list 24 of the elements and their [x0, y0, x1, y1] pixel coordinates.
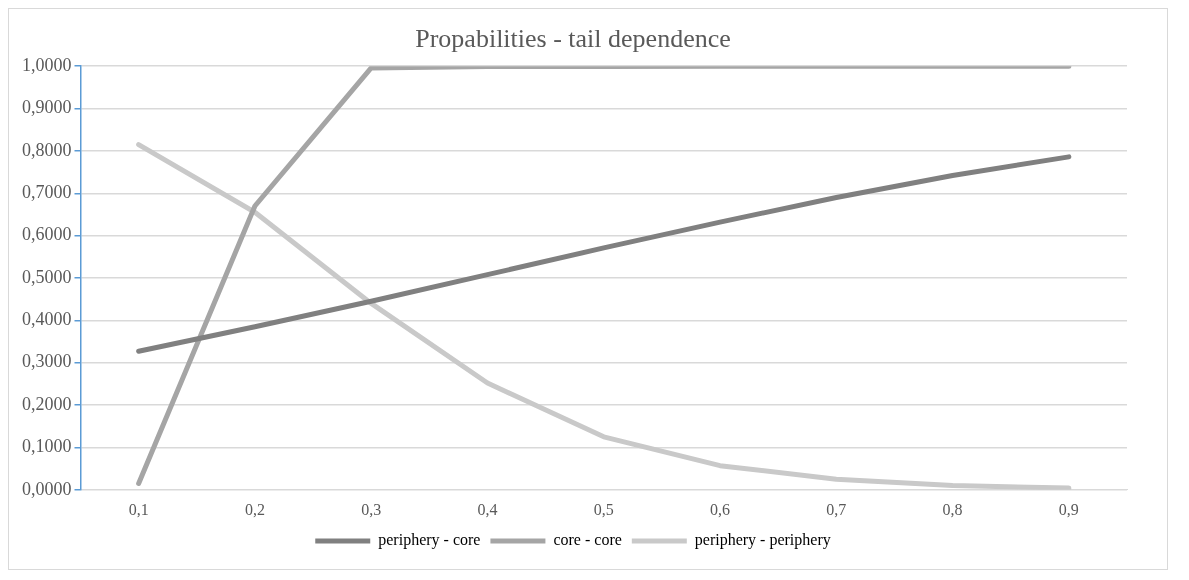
y-tick-label: 0,6000 — [22, 224, 72, 245]
x-tick-label: 0,5 — [593, 500, 614, 518]
y-tick-label: 0,8000 — [22, 139, 72, 160]
legend-label: core - core — [553, 531, 622, 549]
x-tick-label: 0,9 — [1058, 500, 1079, 518]
x-tick-label: 0,1 — [128, 500, 149, 518]
y-tick-label: 0,7000 — [22, 182, 72, 203]
x-tick-label: 0,8 — [942, 500, 963, 518]
y-tick-label: 0,9000 — [22, 97, 72, 118]
y-tick-label: 0,3000 — [22, 351, 72, 372]
y-tick-label: 1,0000 — [22, 54, 72, 75]
y-tick-label: 0,4000 — [22, 309, 72, 330]
x-tick-label: 0,6 — [710, 500, 731, 518]
y-tick-label: 0,1000 — [22, 436, 72, 457]
x-tick-label: 0,3 — [361, 500, 382, 518]
y-tick-label: 0,2000 — [22, 393, 72, 414]
chart-title: Propabilities - tail dependence — [415, 24, 731, 54]
y-tick-label: 0,5000 — [22, 266, 72, 287]
legend-label: periphery - core — [378, 531, 481, 550]
x-tick-label: 0,4 — [477, 500, 498, 518]
y-tick-label: 0,0000 — [22, 478, 72, 499]
legend-label: periphery - periphery — [694, 531, 831, 550]
x-tick-label: 0,7 — [826, 500, 847, 518]
x-tick-label: 0,2 — [244, 500, 265, 518]
